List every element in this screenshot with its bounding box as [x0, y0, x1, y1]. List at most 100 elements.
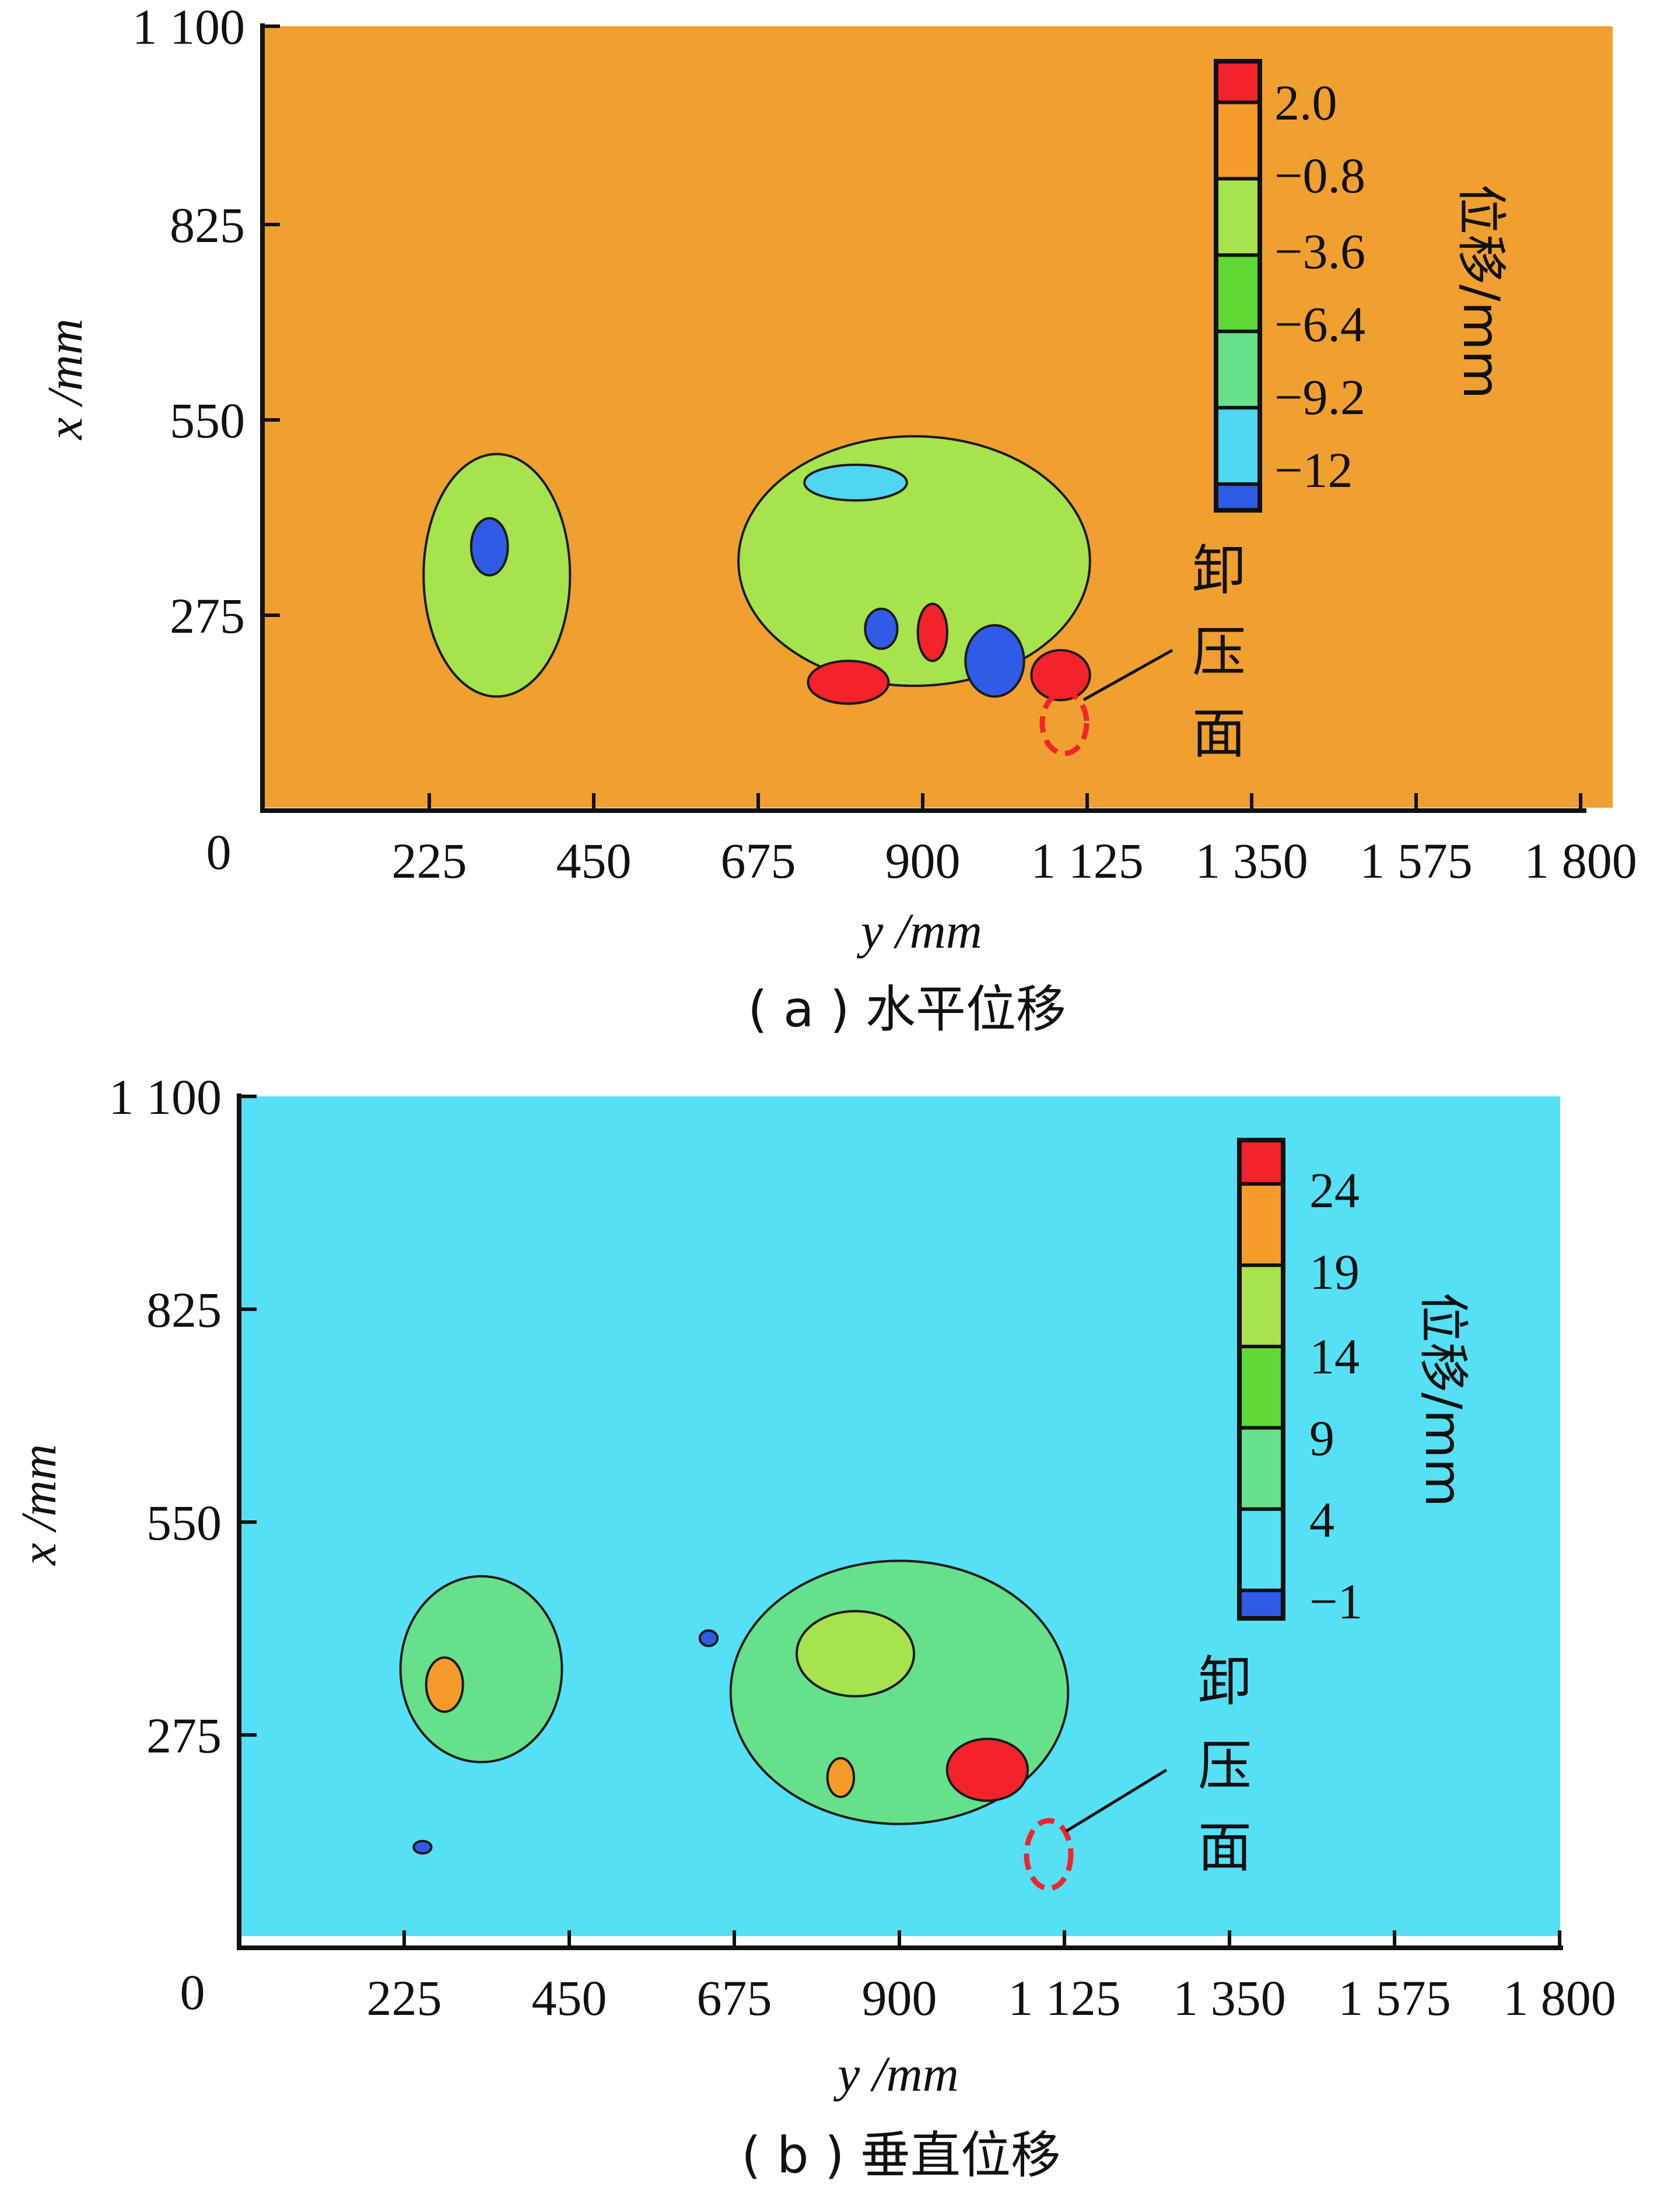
panel-b-cb-label-1: 19: [1309, 1244, 1360, 1300]
panel-b-cb-label-3: 9: [1309, 1410, 1334, 1466]
contour-region-center-yellow: [795, 1610, 916, 1698]
panel-a-cb-label-1: −0.8: [1274, 148, 1365, 204]
panel-b-cb-label-0: 24: [1309, 1162, 1360, 1218]
panel-a-y-ticks: [262, 24, 280, 617]
panel-a-ytick-825: 825: [170, 197, 245, 253]
panel-a-y-label: x /mm: [37, 318, 93, 441]
contour-region-left-blob: [399, 1575, 563, 1764]
panel-b-unloading-surface-marker: [1024, 1818, 1074, 1891]
colorbar-swatch-0: [1214, 59, 1262, 104]
contour-region-blue-dot-1: [698, 1629, 719, 1647]
contour-region-left-blob: [422, 453, 572, 698]
colorbar-swatch-4: [1238, 1426, 1285, 1511]
contour-region-center-blob: [737, 435, 1091, 688]
panel-a-xtick-1350: 1 350: [1195, 833, 1308, 889]
panel-a-ytick-275: 275: [170, 588, 245, 644]
contour-region-red-main: [945, 1737, 1029, 1802]
panel-a-cb-label-2: −3.6: [1274, 223, 1365, 279]
panel-a-annotation-line-1: 卸: [1192, 539, 1246, 602]
panel-a-caption: ( a ) 水平位移: [748, 980, 1066, 1039]
panel-b-cb-label-4: 4: [1309, 1492, 1334, 1548]
panel-a-contour-regions: [422, 435, 1091, 705]
panel-b-x-label: y /mm: [833, 2046, 959, 2102]
panel-a-plot-area: [262, 26, 1613, 808]
panel-a-unloading-surface-marker: [1039, 690, 1090, 756]
panel-a-cb-label-5: −12: [1274, 442, 1353, 498]
panel-b: 1 100 825 550 275 0 225 450 675 900 1 12…: [10, 1069, 1616, 2185]
panel-b-xtick-450: 450: [532, 1970, 607, 2026]
panel-a-x-label: y /mm: [856, 903, 982, 959]
panel-b-xtick-675: 675: [697, 1970, 772, 2026]
panel-a-x-ticks: [428, 793, 1582, 811]
panel-b-annotation-line-3: 面: [1198, 1817, 1252, 1879]
panel-b-xtick-1125: 1 125: [1008, 1970, 1121, 2026]
panel-a-ytick-550: 550: [170, 392, 245, 448]
colorbar-swatch-3: [1238, 1344, 1285, 1430]
panel-b-caption: ( b ) 垂直位移: [741, 2126, 1061, 2185]
panel-a-cb-label-0: 2.0: [1274, 75, 1337, 131]
contour-region-left-blob-orange: [425, 1656, 464, 1713]
panel-b-cb-title: 位移/mm: [1414, 1292, 1472, 1508]
panel-a-annotation-leader: [1083, 648, 1173, 702]
panel-a: 1 100 825 550 275 0 225 450 675 900 1 12…: [37, 0, 1637, 1039]
panel-b-x-ticks: [402, 1930, 1561, 1948]
panel-b-xtick-225: 225: [367, 1970, 442, 2026]
panel-a-xtick-900: 900: [885, 833, 961, 889]
colorbar-swatch-4: [1214, 329, 1262, 410]
panel-a-cb-title: 位移/mm: [1452, 184, 1510, 399]
colorbar-swatch-0: [1238, 1138, 1285, 1186]
panel-b-xtick-0: 0: [180, 1964, 205, 2020]
contour-region-center-cyan: [803, 463, 908, 502]
colorbar-swatch-1: [1238, 1182, 1285, 1267]
panel-b-annotation-line-1: 卸: [1198, 1650, 1252, 1713]
panel-b-contour-regions: [399, 1559, 1070, 1855]
panel-a-annotation-line-3: 面: [1192, 703, 1246, 765]
panel-a-xtick-1125: 1 125: [1031, 833, 1144, 889]
panel-b-y-ticks: [239, 1095, 257, 1737]
colorbar-frame: [1214, 59, 1262, 513]
panel-b-colorbar: [1237, 1138, 1285, 1621]
panel-b-ytick-275: 275: [146, 1708, 222, 1764]
contour-region-blue-2: [964, 624, 1025, 698]
panel-b-ytick-825: 825: [146, 1282, 222, 1338]
colorbar-swatch-5: [1214, 406, 1262, 486]
panel-a-cb-label-4: −9.2: [1274, 369, 1365, 425]
panel-a-colorbar: [1214, 59, 1262, 513]
colorbar-swatch-6: [1238, 1589, 1285, 1621]
panel-a-annotation-line-2: 压: [1192, 621, 1246, 683]
panel-b-xtick-1350: 1 350: [1173, 1970, 1286, 2026]
panel-b-y-label: x /mm: [10, 1444, 66, 1566]
panel-b-xtick-900: 900: [862, 1970, 937, 2026]
panel-a-xtick-675: 675: [721, 833, 796, 889]
contour-region-red-3: [1030, 648, 1091, 702]
panel-b-annotation-leader: [1065, 1768, 1168, 1833]
colorbar-swatch-2: [1238, 1263, 1285, 1348]
panel-a-xtick-1575: 1 575: [1360, 833, 1473, 889]
colorbar-swatch-2: [1214, 177, 1262, 257]
panel-a-xtick-0: 0: [206, 824, 232, 880]
colorbar-frame: [1237, 1138, 1285, 1621]
panel-b-cb-label-5: −1: [1309, 1573, 1363, 1629]
panel-a-xtick-225: 225: [392, 833, 467, 889]
panel-b-xtick-1800: 1 800: [1503, 1970, 1616, 2026]
panel-b-ytick-550: 550: [146, 1495, 222, 1551]
contour-region-orange-small: [826, 1757, 856, 1799]
colorbar-swatch-6: [1214, 482, 1262, 512]
contour-region-left-blob-blue: [470, 517, 509, 577]
contour-region-red-1: [807, 660, 890, 705]
colorbar-swatch-1: [1214, 100, 1262, 181]
panel-b-xtick-1575: 1 575: [1338, 1970, 1451, 2026]
contour-region-red-2: [916, 602, 948, 662]
panel-b-cb-label-2: 14: [1309, 1328, 1360, 1384]
contour-region-blue-dot-2: [412, 1839, 433, 1855]
panel-a-cb-label-3: −6.4: [1274, 296, 1365, 352]
panel-a-xtick-1800: 1 800: [1524, 833, 1637, 889]
colorbar-swatch-3: [1214, 253, 1262, 334]
panel-a-xtick-450: 450: [556, 833, 632, 889]
panel-b-annotation-line-2: 压: [1198, 1735, 1252, 1797]
panel-b-ytick-1100: 1 100: [109, 1069, 222, 1125]
panel-a-ytick-1100: 1 100: [132, 0, 246, 55]
contour-region-blue-1: [864, 607, 899, 650]
colorbar-swatch-5: [1238, 1507, 1285, 1593]
